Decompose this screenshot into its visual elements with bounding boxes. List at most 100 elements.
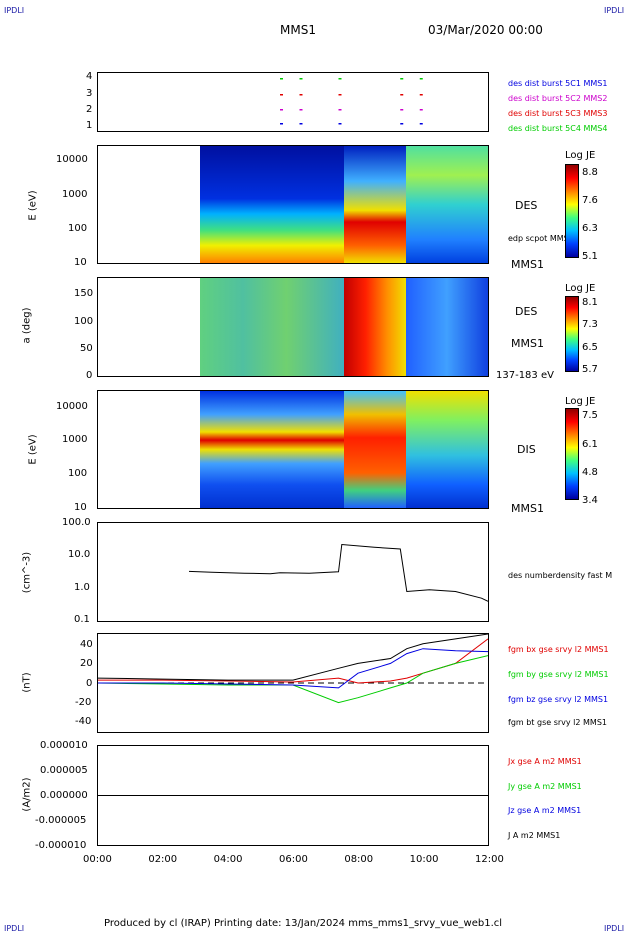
x-tick-label: 04:00 (213, 854, 243, 865)
density-plot (188, 543, 489, 602)
burst-marker (400, 123, 404, 125)
bfield-legend-bt: fgm bt gse srvy l2 MMS1 (508, 718, 607, 727)
burst-legend-4: des dist burst 5C4 MMS4 (508, 124, 608, 133)
burst-marker (419, 109, 423, 111)
x-tick-label: 12:00 (475, 854, 504, 865)
density-ytick-1: 1.0 (74, 582, 90, 593)
dis-energy-region-1 (200, 391, 344, 508)
des-energy-ytick-10: 10 (74, 257, 87, 268)
des-pitch-ytick-0: 0 (86, 370, 93, 381)
colorbar2-title: Log JE (565, 283, 596, 294)
dis-energy-mms-label: MMS1 (511, 502, 544, 515)
panel-density (97, 522, 489, 622)
panel-des-energy (97, 145, 489, 264)
dis-energy-ylabel: E (eV) (27, 434, 39, 465)
current-ytick-1: 0.000010 (40, 740, 88, 751)
burst-marker (280, 94, 283, 96)
colorbar1-tick-3: 6.3 (582, 223, 598, 234)
burst-marker (338, 109, 342, 111)
des-pitch-ytick-100: 100 (74, 316, 94, 327)
colorbar2-tick-2: 7.3 (582, 319, 598, 330)
panel-burst (97, 72, 489, 132)
dis-energy-region-3 (406, 391, 488, 508)
burst-marker (299, 123, 303, 125)
bfield-ytick-20: 20 (80, 658, 93, 669)
panel-magnetic-field (97, 633, 489, 733)
corner-label-bottom-right: IPDLI (604, 924, 625, 933)
des-energy-region-1 (200, 146, 344, 263)
des-pitch-mms-label: MMS1 (511, 337, 544, 350)
density-legend: des numberdensity fast M (508, 571, 613, 580)
dis-energy-ytick-1000: 1000 (62, 434, 88, 445)
des-pitch-ytick-150: 150 (74, 288, 94, 299)
density-ylabel: (cm^-3) (21, 551, 33, 594)
figure-title: MMS1 (280, 23, 316, 37)
current-density-plot (98, 795, 488, 796)
bfield-ytick-0: 0 (86, 678, 93, 689)
des-pitch-energy-range: 137-183 eV (496, 370, 554, 381)
x-tick-label: 02:00 (148, 854, 178, 865)
x-tick-label: 08:00 (344, 854, 374, 865)
panel-current-density (97, 745, 489, 846)
burst-ytick-3: 3 (86, 88, 93, 99)
density-series-line (188, 543, 489, 602)
bfield-series-line (98, 638, 489, 684)
burst-ytick-4: 4 (86, 71, 93, 82)
burst-marker (280, 123, 283, 125)
dis-energy-region-2 (344, 391, 406, 508)
bfield-ylabel: (nT) (21, 672, 33, 693)
colorbar2-tick-3: 6.5 (582, 342, 598, 353)
des-pitch-ylabel: a (deg) (21, 307, 33, 344)
colorbar1-title: Log JE (565, 150, 596, 161)
current-ylabel: (A/m2) (21, 777, 33, 812)
dis-energy-ytick-100: 100 (68, 468, 88, 479)
des-energy-region-2 (344, 146, 406, 263)
burst-marker (299, 94, 303, 96)
current-ytick-4: -0.000005 (35, 815, 87, 826)
bfield-legend-by: fgm by gse srvy l2 MMS1 (508, 670, 609, 679)
burst-marker (419, 94, 423, 96)
des-energy-region-3 (406, 146, 488, 263)
des-energy-ytick-10000: 10000 (56, 154, 88, 165)
burst-plot (280, 78, 423, 125)
current-legend-jx: Jx gse A m2 MMS1 (508, 757, 582, 766)
current-legend-jy: Jy gse A m2 MMS1 (508, 782, 582, 791)
density-ytick-10: 10.0 (68, 549, 91, 560)
bfield-series-line (98, 648, 489, 689)
density-ytick-0.1: 0.1 (74, 614, 90, 625)
panel-des-pitch (97, 277, 489, 377)
burst-marker (299, 78, 303, 80)
colorbar2-tick-max: 8.1 (582, 297, 598, 308)
bfield-ytick-neg20: -20 (75, 697, 92, 708)
colorbar1-tick-min: 5.1 (582, 251, 598, 262)
burst-marker (280, 109, 283, 111)
burst-marker (400, 109, 404, 111)
des-energy-ylabel: E (eV) (27, 190, 39, 221)
colorbar3-tick-3: 4.8 (582, 467, 598, 478)
des-pitch-spectrogram (200, 278, 488, 376)
bfield-legend-bx: fgm bx gse srvy l2 MMS1 (508, 645, 609, 654)
x-tick-label: 00:00 (83, 854, 112, 865)
dis-energy-ytick-10: 10 (74, 502, 87, 513)
x-tick-label: 06:00 (279, 854, 308, 865)
corner-label-top-right: IPDLI (604, 6, 625, 15)
footer-text: Produced by cl (IRAP) Printing date: 13/… (104, 918, 503, 929)
colorbar2 (565, 296, 579, 372)
burst-marker (400, 78, 404, 80)
colorbar1-tick-2: 7.6 (582, 195, 598, 206)
colorbar3 (565, 408, 579, 500)
burst-marker (280, 78, 283, 80)
current-ytick-2: 0.000005 (40, 765, 88, 776)
burst-legend-1: des dist burst 5C1 MMS1 (508, 79, 608, 88)
burst-legend-3: des dist burst 5C3 MMS3 (508, 109, 608, 118)
panel-dis-energy (97, 390, 489, 509)
des-pitch-region-3 (406, 278, 488, 376)
dis-energy-ytick-10000: 10000 (56, 401, 88, 412)
burst-marker (419, 123, 423, 125)
figure-date: 03/Mar/2020 00:00 (428, 23, 543, 37)
current-ytick-3: 0.000000 (40, 790, 88, 801)
dis-energy-label: DIS (517, 443, 536, 456)
density-ytick-100: 100.0 (62, 517, 91, 528)
burst-marker (400, 94, 404, 96)
magnetic-field-plot (97, 633, 489, 704)
